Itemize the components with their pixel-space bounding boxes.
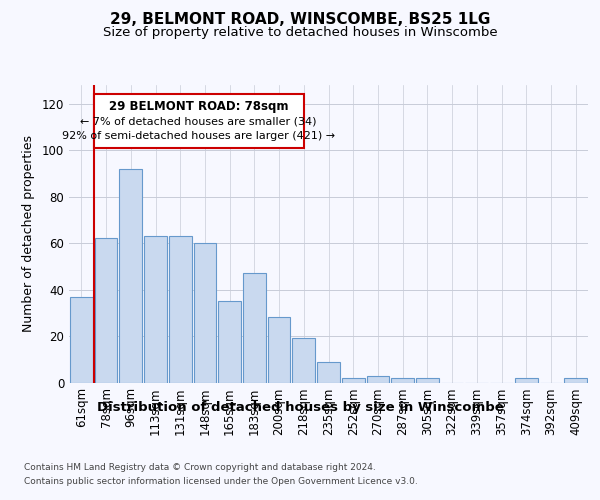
Text: 29, BELMONT ROAD, WINSCOMBE, BS25 1LG: 29, BELMONT ROAD, WINSCOMBE, BS25 1LG	[110, 12, 490, 26]
Bar	[515, 378, 538, 382]
Bar	[95, 238, 118, 382]
Bar	[391, 378, 414, 382]
Bar	[416, 378, 439, 382]
FancyBboxPatch shape	[94, 94, 304, 148]
Text: Contains HM Land Registry data © Crown copyright and database right 2024.: Contains HM Land Registry data © Crown c…	[24, 463, 376, 472]
Bar	[194, 243, 216, 382]
Bar	[317, 362, 340, 382]
Bar	[268, 318, 290, 382]
Text: ← 7% of detached houses are smaller (34): ← 7% of detached houses are smaller (34)	[80, 116, 317, 126]
Bar	[564, 378, 587, 382]
Text: Size of property relative to detached houses in Winscombe: Size of property relative to detached ho…	[103, 26, 497, 39]
Bar	[144, 236, 167, 382]
Bar	[367, 376, 389, 382]
Bar	[292, 338, 315, 382]
Text: Contains public sector information licensed under the Open Government Licence v3: Contains public sector information licen…	[24, 476, 418, 486]
Text: Distribution of detached houses by size in Winscombe: Distribution of detached houses by size …	[97, 401, 503, 414]
Bar	[243, 274, 266, 382]
Bar	[119, 168, 142, 382]
Bar	[169, 236, 191, 382]
Y-axis label: Number of detached properties: Number of detached properties	[22, 135, 35, 332]
Bar	[70, 296, 93, 382]
Bar	[218, 301, 241, 382]
Bar	[342, 378, 365, 382]
Text: 92% of semi-detached houses are larger (421) →: 92% of semi-detached houses are larger (…	[62, 131, 335, 141]
Text: 29 BELMONT ROAD: 78sqm: 29 BELMONT ROAD: 78sqm	[109, 100, 289, 112]
